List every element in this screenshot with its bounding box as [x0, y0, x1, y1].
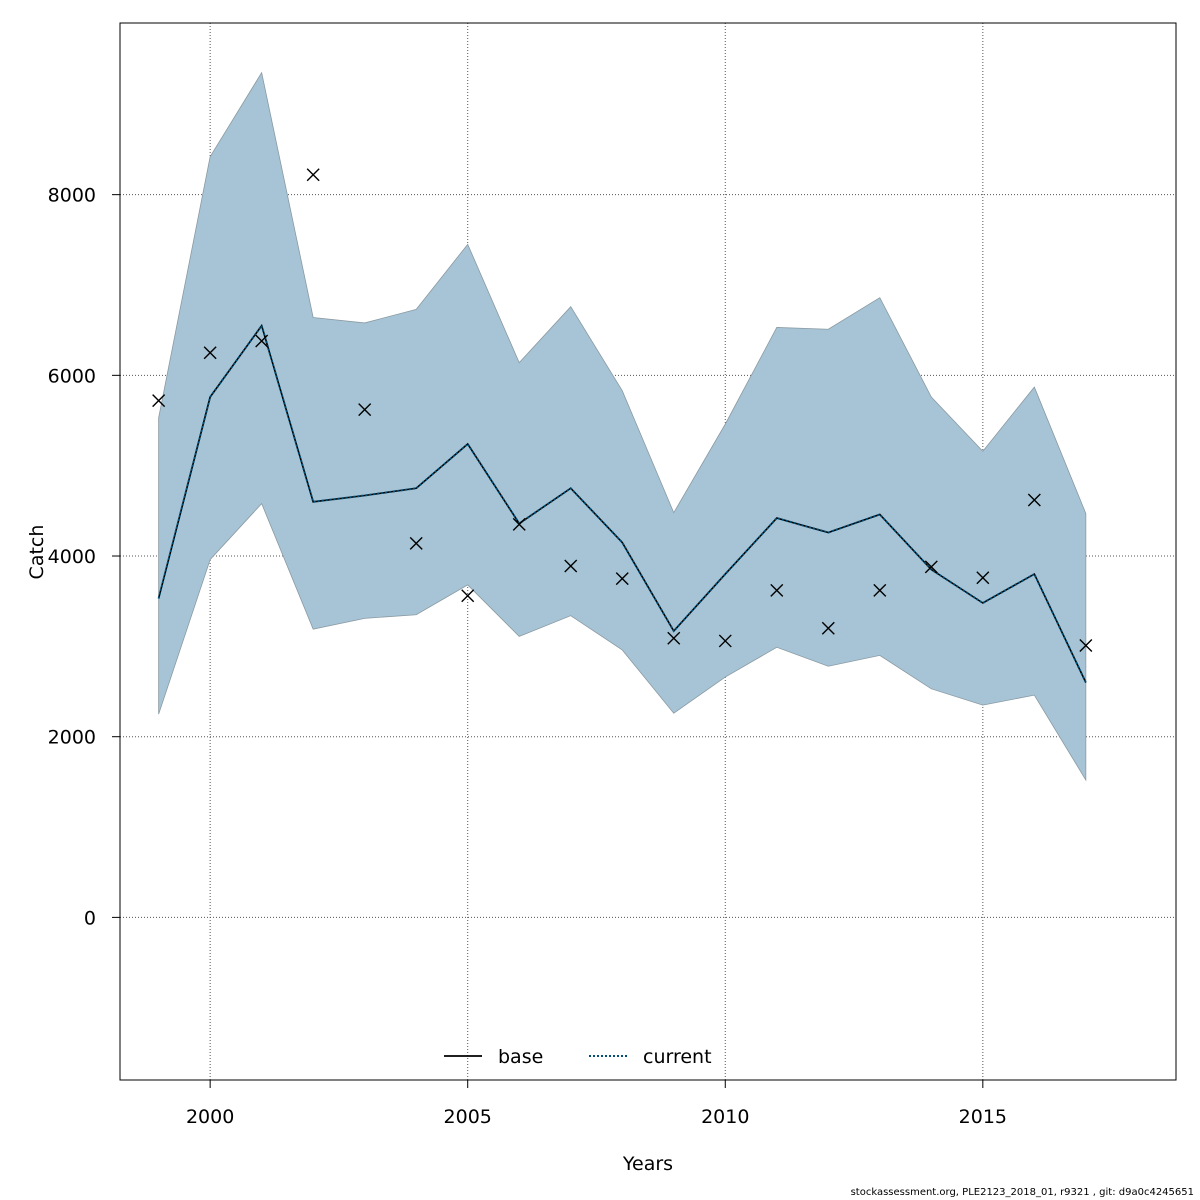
observed-point: [564, 559, 578, 573]
observed-point: [976, 571, 990, 585]
confidence-band-area: [158, 71, 1087, 782]
observed-point: [924, 560, 938, 574]
axis-ticks: 2000 2005 2010 2015 0 2000 4000 6000 8000: [48, 185, 1007, 1128]
observed-point: [152, 394, 166, 408]
observed-point: [821, 621, 835, 635]
y-tick-label: 8000: [48, 185, 96, 207]
y-tick-label: 0: [84, 907, 96, 929]
legend-label-base: base: [498, 1046, 543, 1068]
observed-points: [152, 168, 1093, 652]
observed-point: [667, 631, 681, 645]
x-axis-title: Years: [622, 1153, 673, 1175]
footer-caption: stockassessment.org, PLE2123_2018_01, r9…: [850, 1187, 1194, 1198]
y-axis-title: Catch: [26, 525, 48, 580]
x-tick-label: 2000: [186, 1106, 234, 1128]
x-tick-label: 2010: [701, 1106, 749, 1128]
observed-point: [306, 168, 320, 182]
observed-point: [461, 589, 475, 603]
series-line-base: [157, 323, 1087, 683]
legend: base current: [444, 1046, 712, 1068]
observed-point: [718, 634, 732, 648]
y-tick-label: 6000: [48, 365, 96, 387]
observed-point: [203, 346, 217, 360]
legend-label-current: current: [643, 1046, 712, 1068]
observed-point: [358, 403, 372, 417]
observed-point: [1079, 638, 1093, 652]
observed-point: [255, 334, 269, 348]
plot-frame: [119, 22, 1177, 1081]
observed-point: [770, 583, 784, 597]
observed-point: [615, 572, 629, 586]
observed-point: [409, 536, 423, 550]
observed-point: [1027, 493, 1041, 507]
y-tick-label: 2000: [48, 727, 96, 749]
y-tick-label: 4000: [48, 546, 96, 568]
x-tick-label: 2015: [959, 1106, 1007, 1128]
observed-point: [512, 517, 526, 531]
series-lines: [157, 323, 1087, 683]
confidence-band: [158, 71, 1087, 782]
x-tick-label: 2005: [444, 1106, 492, 1128]
observed-point: [873, 583, 887, 597]
